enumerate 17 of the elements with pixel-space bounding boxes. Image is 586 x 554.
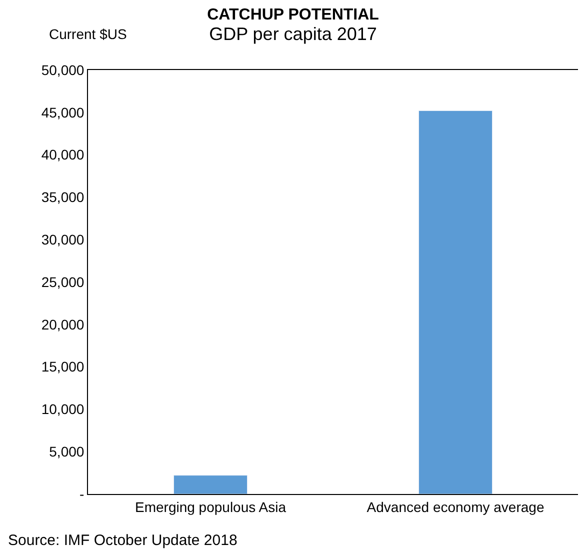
chart-subtitle: GDP per capita 2017 (209, 24, 377, 44)
y-tick-label: 35,000 (41, 189, 84, 206)
x-tick-label: Emerging populous Asia (135, 498, 286, 515)
y-tick-label: 10,000 (41, 401, 84, 418)
y-tick-label: 25,000 (41, 274, 84, 290)
y-tick-label: 15,000 (41, 358, 84, 375)
y-tick-label: 20,000 (41, 316, 84, 332)
y-tick-label: 45,000 (41, 104, 84, 120)
y-tick-label: 40,000 (41, 146, 84, 163)
y-axis-title: Current $US (49, 26, 127, 42)
chart-title: CATCHUP POTENTIAL (207, 6, 380, 24)
y-tick-label: 30,000 (41, 232, 84, 248)
source-note: Source: IMF October Update 2018 (8, 532, 238, 549)
y-tick-label: 5,000 (49, 444, 84, 460)
y-tick-label: 50,000 (41, 62, 84, 78)
x-tick-label: Advanced economy average (366, 498, 544, 515)
y-tick-label: - (80, 486, 85, 502)
